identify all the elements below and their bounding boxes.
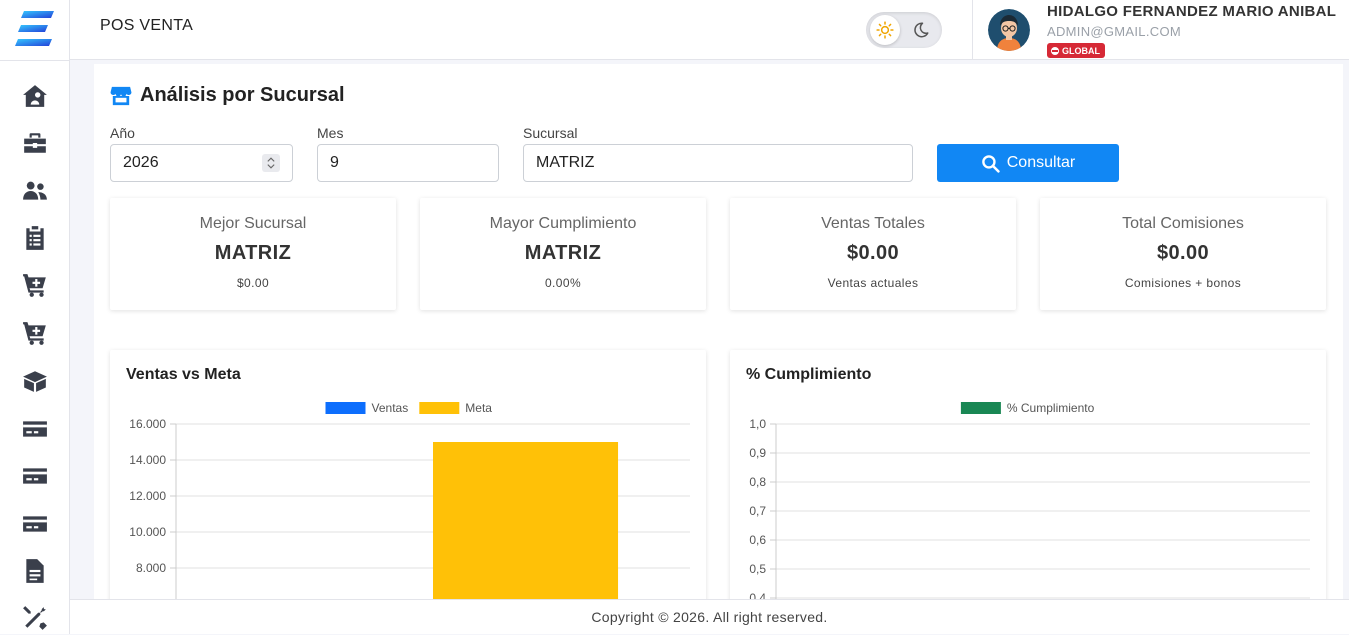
box-open-icon[interactable] — [21, 367, 49, 395]
top-bar: POS VENTA HIDALGO FERNANDEZ MARIO ANIBAL… — [70, 0, 1349, 60]
stat-card-value: $0.00 — [1156, 242, 1210, 264]
y-tick-label: 1,0 — [749, 417, 766, 431]
stat-card: Ventas Totales $0.00 Ventas actuales — [730, 198, 1016, 310]
stat-card-label: Total Comisiones — [1122, 215, 1244, 232]
moon-icon[interactable] — [906, 15, 936, 45]
sales-vs-goal-chart-card: Ventas vs Meta Ventas Meta 16.000 14.000 12.… — [110, 350, 706, 610]
branch-value: MATRIZ — [536, 154, 595, 171]
legend-swatch — [325, 402, 366, 414]
y-tick-label: 0,8 — [749, 475, 766, 489]
search-icon — [981, 154, 1000, 173]
stat-card-subtext: Comisiones + bonos — [1124, 276, 1242, 290]
stat-card-label: Ventas Totales — [821, 215, 925, 232]
footer: Copyright © 2026. All right reserved. — [70, 599, 1349, 634]
theme-toggle[interactable] — [866, 12, 942, 48]
y-tick-label: 12.000 — [129, 489, 166, 503]
y-tick-label: 0,5 — [749, 562, 766, 576]
branch-input[interactable]: MATRIZ — [523, 144, 913, 182]
clipboard-list-icon[interactable] — [21, 224, 49, 252]
main-content: Análisis por Sucursal Año 2026 Mes 9 Suc… — [94, 64, 1343, 610]
user-email: ADMIN@GMAIL.COM — [1047, 24, 1181, 39]
month-label: Mes — [317, 125, 344, 141]
app-logo[interactable] — [14, 8, 56, 50]
branch-label: Sucursal — [523, 125, 578, 141]
legend-swatch — [960, 402, 1001, 414]
consult-button[interactable]: Consultar — [937, 144, 1119, 182]
year-value: 2026 — [123, 154, 159, 171]
top-bar-divider — [972, 0, 973, 60]
sales-vs-goal-chart: Ventas Meta 16.000 14.000 12.000 10.000 8.000 — [129, 401, 690, 610]
y-tick-label: 8.000 — [136, 561, 166, 575]
role-badge-label: GLOBAL — [1062, 45, 1100, 56]
stat-card-subtext: Ventas actuales — [827, 276, 919, 290]
stat-card: Mayor Cumplimiento MATRIZ 0.00% — [420, 198, 706, 310]
stat-card: Mejor Sucursal MATRIZ $0.00 — [110, 198, 396, 310]
cart-plus-icon[interactable] — [21, 271, 49, 299]
bar — [433, 442, 619, 610]
y-tick-label: 0,7 — [749, 504, 766, 518]
store-icon — [110, 86, 132, 105]
month-value: 9 — [330, 154, 339, 171]
credit-card-icon[interactable] — [21, 510, 49, 538]
year-label: Año — [110, 125, 135, 141]
stat-card-subtext: $0.00 — [236, 276, 270, 290]
y-tick-label: 10.000 — [129, 525, 166, 539]
sidebar — [0, 0, 70, 634]
briefcase-icon[interactable] — [21, 129, 49, 157]
stat-card-value: MATRIZ — [524, 242, 602, 264]
legend-label: Meta — [465, 401, 492, 415]
avatar[interactable] — [988, 9, 1030, 51]
legend-label: Ventas — [372, 401, 409, 415]
y-tick-label: 0,9 — [749, 446, 766, 460]
home-icon[interactable] — [21, 82, 49, 110]
role-badge: GLOBAL — [1047, 43, 1105, 58]
credit-card-icon[interactable] — [21, 415, 49, 443]
month-input[interactable]: 9 — [317, 144, 499, 182]
y-tick-label: 0,6 — [749, 533, 766, 547]
spinner-icon[interactable] — [262, 154, 280, 172]
users-icon[interactable] — [21, 177, 49, 205]
stat-card-label: Mayor Cumplimiento — [489, 215, 637, 232]
year-input[interactable]: 2026 — [110, 144, 293, 182]
y-tick-label: 16.000 — [129, 417, 166, 431]
chart-title: % Cumplimiento — [746, 366, 872, 383]
consult-button-label: Consultar — [1006, 154, 1076, 171]
compliance-chart-card: % Cumplimiento % Cumplimiento 1,0 0,9 0,8 0,… — [730, 350, 1326, 610]
sun-icon[interactable] — [870, 15, 900, 45]
user-name: HIDALGO FERNANDEZ MARIO ANIBAL — [1047, 3, 1337, 20]
stat-card-label: Mejor Sucursal — [199, 215, 307, 232]
minus-circle-icon — [1051, 46, 1059, 55]
credit-card-icon[interactable] — [21, 462, 49, 490]
page-title: Análisis por Sucursal — [110, 84, 345, 107]
cart-plus-icon[interactable] — [21, 319, 49, 347]
stat-card-value: MATRIZ — [214, 242, 292, 264]
y-tick-label: 14.000 — [129, 453, 166, 467]
page-title-text: Análisis por Sucursal — [140, 84, 345, 106]
chart-title: Ventas vs Meta — [126, 366, 241, 383]
legend-label: % Cumplimiento — [1007, 401, 1095, 415]
stat-card: Total Comisiones $0.00 Comisiones + bono… — [1040, 198, 1326, 310]
stat-card-value: $0.00 — [846, 242, 900, 264]
tools-icon[interactable] — [21, 604, 49, 632]
legend-swatch — [419, 402, 460, 414]
sidebar-divider — [0, 60, 70, 61]
file-text-icon[interactable] — [21, 557, 49, 585]
app-title: POS VENTA — [100, 17, 194, 34]
stat-card-subtext: 0.00% — [544, 276, 582, 290]
